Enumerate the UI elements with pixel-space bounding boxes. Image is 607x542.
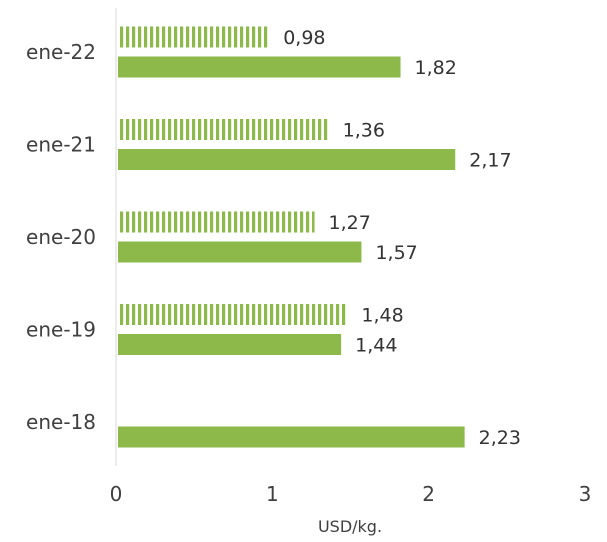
x-tick-label: 2 [422,482,435,506]
x-tick-label: 3 [579,482,592,506]
category-label: ene-22 [26,40,96,64]
x-tick-labels: 0 1 2 3 [110,482,592,506]
category-label: ene-20 [26,225,96,249]
bar-solid [118,334,342,355]
data-label: 1,36 [343,120,385,142]
data-label: 1,82 [415,57,457,79]
bar-solid [118,241,362,263]
bars-group: 0,98 1,82 1,36 2,17 1,271,57 1,48 1,44 2,23 [118,26,521,449]
bar-striped [118,211,315,233]
category-label: ene-19 [26,318,96,342]
bar-solid [118,426,465,448]
bar-solid [118,149,456,170]
bar-striped [118,26,270,48]
data-label: 2,17 [469,150,511,172]
category-label: ene-18 [26,410,96,434]
x-tick-label: 1 [266,482,279,506]
x-tick-label: 0 [110,482,123,506]
data-label: 0,98 [283,27,325,49]
data-label: 1,27 [329,212,371,234]
category-labels: ene-22 ene-21 ene-20 ene-19 ene-18 [26,40,96,434]
x-axis-title: USD/kg. [318,517,382,536]
data-label: 1,57 [375,242,417,264]
bar-solid [118,56,401,78]
data-label: 1,44 [355,335,397,357]
category-label: ene-21 [26,133,96,157]
bar-striped [118,304,348,325]
data-label: 2,23 [479,427,521,449]
data-label: 1,48 [361,305,403,327]
bar-striped [118,119,329,140]
